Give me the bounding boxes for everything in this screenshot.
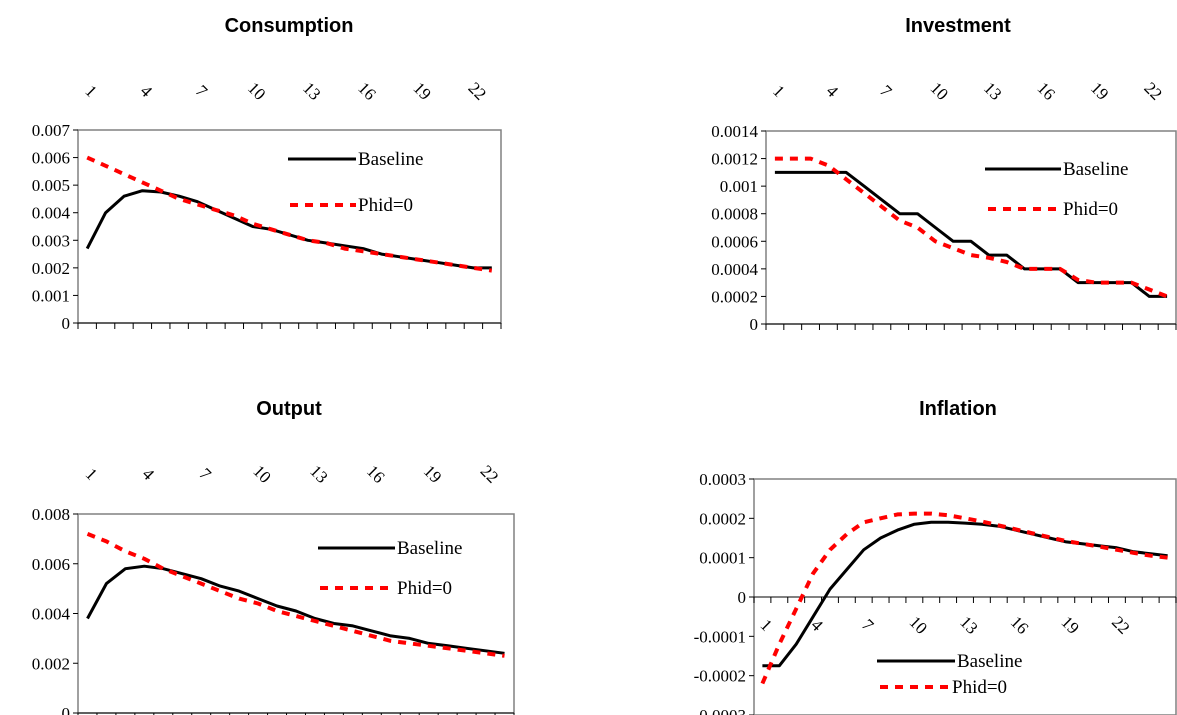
legend-label-phid0: Phid=0 bbox=[952, 677, 1007, 698]
x-tick-label: 7 bbox=[192, 81, 212, 101]
x-tick-label: 13 bbox=[306, 461, 331, 486]
x-tick-label: 4 bbox=[139, 464, 159, 484]
x-tick-label: 13 bbox=[956, 612, 981, 637]
y-tick-label: 0.004 bbox=[32, 605, 71, 624]
y-tick-label: -0.0002 bbox=[694, 667, 746, 686]
y-tick-label: 0.0012 bbox=[711, 150, 758, 169]
y-tick-label: 0.0014 bbox=[711, 122, 758, 141]
x-tick-label: 10 bbox=[249, 461, 274, 486]
y-tick-label: -0.0001 bbox=[694, 627, 746, 646]
legend: Baseline Phid=0 bbox=[877, 651, 1022, 698]
series-line-phid0 bbox=[86, 532, 505, 658]
x-tick-label: 1 bbox=[81, 81, 100, 100]
y-tick-label: 0.004 bbox=[32, 204, 71, 223]
legend-label-phid0: Phid=0 bbox=[397, 578, 452, 599]
legend-label-phid0: Phid=0 bbox=[358, 195, 413, 216]
series-line-phid0 bbox=[760, 511, 1168, 685]
x-tick-label: 10 bbox=[927, 78, 952, 103]
series-layer bbox=[86, 532, 505, 658]
y-tick-label: 0.002 bbox=[32, 654, 70, 673]
x-tick-label: 10 bbox=[906, 612, 931, 637]
x-tick-label: 4 bbox=[823, 81, 843, 101]
y-axis: 0 0.0002 0.0004 0.0006 0.0008 0.001 0.0012 0.00… bbox=[711, 122, 766, 334]
x-tick-label: 13 bbox=[980, 78, 1005, 103]
series-line-baseline bbox=[762, 520, 1168, 668]
y-tick-label: -0.0003 bbox=[694, 706, 746, 715]
x-tick-label: 19 bbox=[1087, 78, 1112, 103]
x-tick-label: 16 bbox=[1033, 78, 1058, 103]
y-tick-label: 0.0002 bbox=[699, 509, 746, 528]
y-tick-label: 0.006 bbox=[32, 555, 70, 574]
y-axis: 0 0.002 0.004 0.006 0.008 bbox=[32, 505, 78, 715]
y-tick-label: 0.0006 bbox=[711, 232, 758, 251]
series-line-baseline bbox=[774, 170, 1168, 298]
legend-label-baseline: Baseline bbox=[358, 149, 423, 170]
chart-title: Consumption bbox=[225, 15, 354, 37]
chart-investment: Investment 0 0.0002 0.0004 0.0006 0.0008 0.00… bbox=[711, 15, 1177, 334]
y-tick-label: 0.001 bbox=[720, 177, 758, 196]
chart-title: Output bbox=[256, 398, 322, 420]
y-tick-label: 0.0008 bbox=[711, 205, 758, 224]
legend-label-baseline: Baseline bbox=[397, 538, 462, 559]
y-tick-label: 0.007 bbox=[32, 121, 71, 140]
x-tick-label: 22 bbox=[477, 461, 502, 486]
series-line-phid0 bbox=[86, 155, 493, 273]
x-tick-label: 10 bbox=[244, 78, 269, 103]
x-tick-label: 1 bbox=[757, 615, 776, 634]
y-tick-label: 0.005 bbox=[32, 176, 70, 195]
x-tick-label: 7 bbox=[195, 464, 215, 484]
x-tick-label: 22 bbox=[1140, 78, 1165, 103]
x-tick-label: 16 bbox=[1007, 612, 1032, 637]
series-layer bbox=[760, 511, 1168, 685]
y-tick-label: 0.002 bbox=[32, 259, 70, 278]
x-tick-label: 4 bbox=[807, 615, 827, 635]
x-tick-label: 4 bbox=[137, 81, 157, 101]
y-tick-label: 0.0001 bbox=[699, 549, 746, 568]
y-tick-label: 0 bbox=[62, 704, 71, 715]
y-tick-label: 0 bbox=[750, 315, 759, 334]
x-tick-label: 7 bbox=[858, 615, 878, 635]
chart-consumption: Consumption 0 0.001 0.002 0.003 0.004 0.005 0.… bbox=[32, 15, 502, 333]
chart-title: Inflation bbox=[919, 398, 997, 420]
y-tick-label: 0.0003 bbox=[699, 470, 746, 489]
y-axis: -0.0003 -0.0002 -0.0001 0 0.0001 0.0002 0.0003 bbox=[694, 470, 754, 715]
x-tick-label: 7 bbox=[876, 81, 896, 101]
y-tick-label: 0.0002 bbox=[711, 287, 758, 306]
legend-label-phid0: Phid=0 bbox=[1063, 199, 1118, 220]
chart-output: Output 0 0.002 0.004 0.006 0.008 1 4 7 10 13 16 19… bbox=[32, 398, 515, 715]
x-axis: 1 4 7 10 13 16 19 22 bbox=[753, 596, 1177, 638]
x-tick-label: 13 bbox=[299, 78, 324, 103]
x-axis: 1 4 7 10 13 16 19 22 bbox=[77, 78, 502, 329]
chart-inflation: Inflation -0.0003 -0.0002 -0.0001 0 0.0001 0.… bbox=[694, 398, 1177, 715]
series-line-baseline bbox=[86, 564, 505, 655]
y-tick-label: 0 bbox=[62, 314, 71, 333]
x-tick-label: 1 bbox=[769, 81, 788, 100]
legend: Baseline Phid=0 bbox=[318, 538, 462, 599]
series-line-phid0 bbox=[774, 156, 1168, 299]
legend-label-baseline: Baseline bbox=[1063, 159, 1128, 180]
x-tick-label: 22 bbox=[465, 78, 490, 103]
y-tick-label: 0.008 bbox=[32, 505, 70, 524]
x-tick-label: 16 bbox=[363, 461, 388, 486]
x-tick-label: 19 bbox=[420, 461, 445, 486]
series-layer bbox=[85, 155, 493, 273]
y-tick-label: 0.001 bbox=[32, 286, 70, 305]
legend: Baseline Phid=0 bbox=[985, 159, 1128, 220]
x-tick-label: 22 bbox=[1108, 612, 1133, 637]
y-tick-label: 0 bbox=[738, 588, 747, 607]
series-layer bbox=[774, 156, 1168, 299]
y-tick-label: 0.003 bbox=[32, 231, 70, 250]
y-axis: 0 0.001 0.002 0.003 0.004 0.005 0.006 0.007 bbox=[32, 121, 78, 333]
x-tick-label: 16 bbox=[354, 78, 379, 103]
x-tick-label: 1 bbox=[82, 464, 101, 483]
x-tick-label: 19 bbox=[409, 78, 434, 103]
y-tick-label: 0.006 bbox=[32, 149, 70, 168]
x-tick-label: 19 bbox=[1057, 612, 1082, 637]
chart-title: Investment bbox=[905, 15, 1011, 37]
legend: Baseline Phid=0 bbox=[288, 149, 423, 216]
legend-label-baseline: Baseline bbox=[957, 651, 1022, 672]
series-line-baseline bbox=[85, 189, 492, 270]
y-tick-label: 0.0004 bbox=[711, 260, 758, 279]
